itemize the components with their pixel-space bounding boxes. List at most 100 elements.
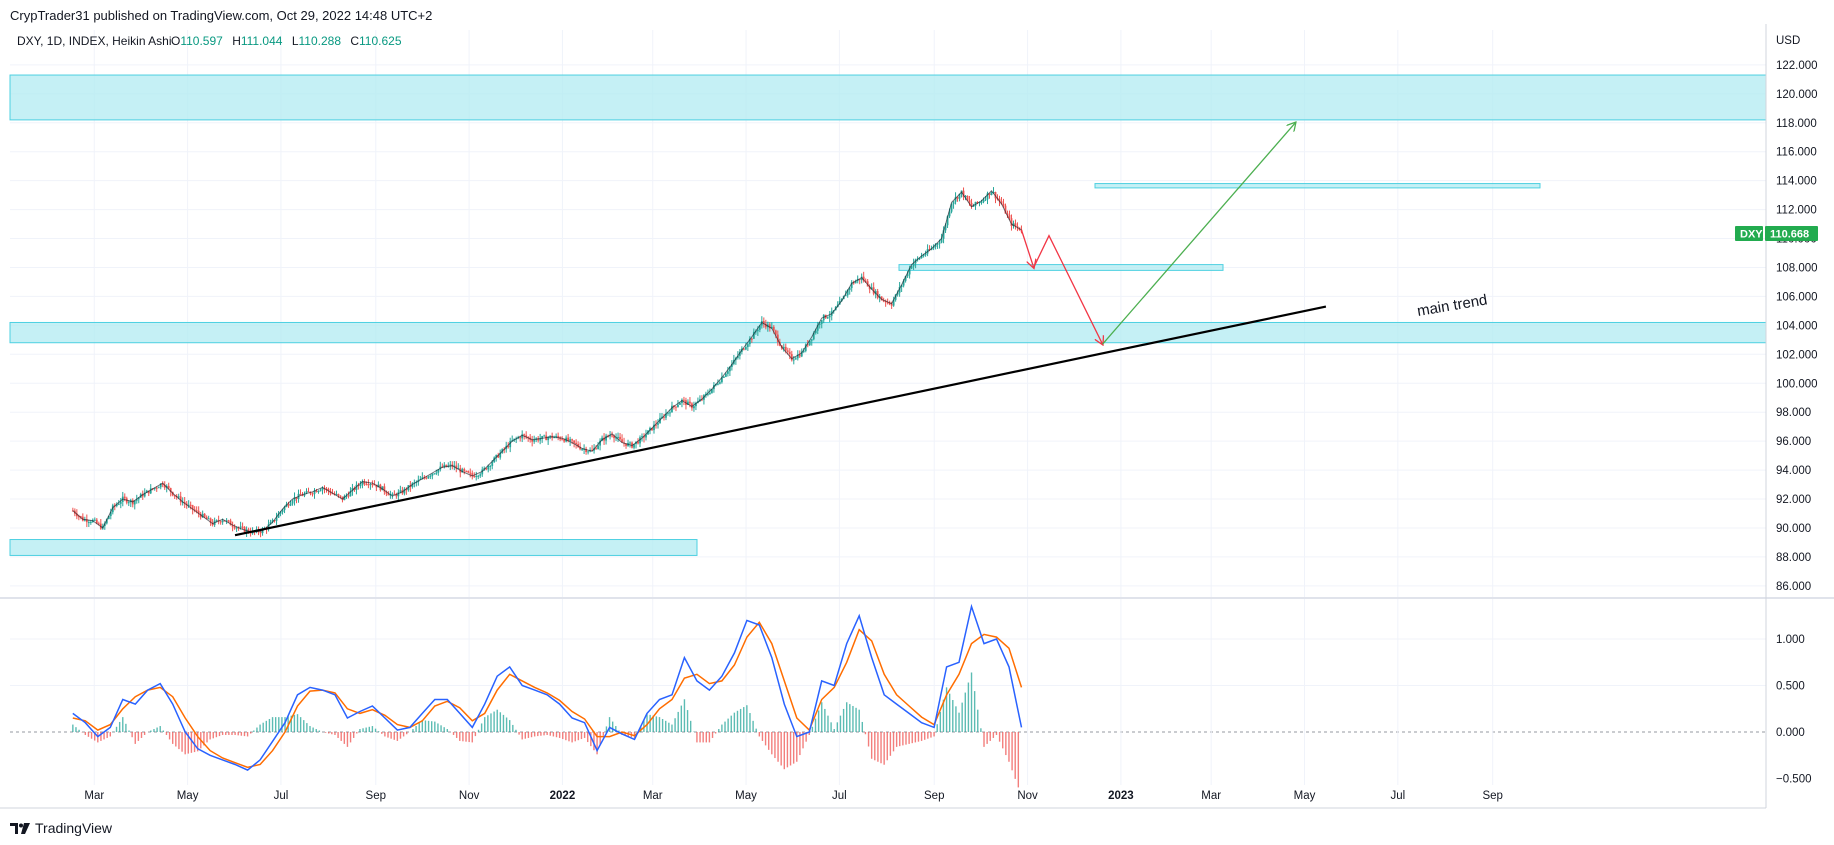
candle-body: [85, 519, 88, 523]
candle-body: [677, 404, 679, 407]
candle-body: [533, 439, 536, 442]
candle-body: [671, 405, 673, 413]
candle-body: [473, 476, 476, 478]
legend-low-value: 110.288: [299, 34, 342, 48]
support-resistance-zone: [1094, 183, 1541, 189]
candle-body: [908, 268, 911, 275]
candle-body: [539, 438, 542, 441]
candle-body: [547, 437, 550, 441]
tradingview-logo-icon: [10, 823, 30, 834]
candle-body: [105, 519, 108, 524]
candle-body: [313, 490, 316, 495]
candle-body: [970, 202, 973, 207]
candle-body: [443, 464, 446, 468]
candle-body: [525, 435, 528, 438]
candle-body: [804, 344, 807, 351]
price-tick-label: 120.000: [1776, 89, 1818, 101]
candle-body: [665, 413, 667, 418]
time-label: Sep: [924, 790, 944, 802]
candle-body: [820, 320, 823, 324]
candle-body: [233, 526, 236, 529]
price-tick-label: 94.000: [1776, 465, 1811, 477]
candle-body: [153, 487, 156, 489]
legend-ohlc: O110.597 H111.044 L110.288 C110.625: [171, 34, 402, 48]
candles[interactable]: [71, 187, 1023, 538]
time-label: Sep: [366, 790, 386, 802]
candle-body: [898, 286, 901, 293]
candle-body: [808, 340, 811, 346]
candle-body: [469, 472, 472, 474]
candle-body: [844, 295, 847, 297]
candle-body: [235, 527, 238, 529]
candle-body: [910, 266, 913, 269]
candle-body: [772, 326, 775, 331]
candle-body: [555, 436, 558, 438]
candle-body: [449, 464, 452, 466]
legend-high-value: 111.044: [241, 34, 283, 48]
candle-body: [968, 200, 971, 203]
candle-body: [293, 497, 296, 502]
macd-tick-label: −0.500: [1776, 774, 1812, 786]
candle-body: [431, 473, 434, 476]
candle-body: [770, 326, 773, 329]
candle-body: [485, 468, 488, 470]
candle-body: [89, 521, 92, 523]
legend-low-label: L: [292, 34, 299, 48]
candle-body: [467, 471, 470, 473]
time-label: Jul: [1390, 790, 1405, 802]
candle-body: [189, 504, 192, 506]
candle-body: [479, 474, 482, 476]
candle-body: [920, 255, 923, 259]
time-label: 2022: [550, 790, 576, 802]
candle-body: [1016, 226, 1019, 228]
candle-body: [275, 517, 278, 521]
candle-body: [107, 516, 110, 520]
candle-body: [922, 255, 925, 257]
candle-body: [295, 497, 298, 499]
candle-body: [115, 504, 118, 506]
candle-body: [289, 503, 292, 506]
candle-body: [756, 329, 759, 332]
published-line: CrypTrader31 published on TradingView.co…: [10, 8, 433, 23]
trend-label: main trend: [1416, 291, 1489, 319]
candle-body: [950, 204, 953, 212]
candle-body: [722, 376, 725, 378]
candle-body: [579, 446, 582, 450]
candle-body: [890, 304, 893, 306]
legend-symbol: DXY, 1D, INDEX, Heikin Ashi: [17, 34, 172, 48]
candle-body: [912, 263, 915, 267]
candle-body: [301, 495, 304, 497]
time-label: May: [735, 790, 757, 802]
trendline: [234, 305, 1327, 537]
candle-body: [229, 520, 232, 526]
candle-body: [762, 321, 765, 324]
candle-body: [95, 519, 98, 524]
candle-body: [497, 454, 500, 458]
candle-body: [321, 487, 324, 491]
candle-body: [553, 437, 556, 439]
candle-body: [814, 330, 817, 334]
candle-body: [972, 205, 975, 207]
candle-body: [471, 473, 474, 477]
candle-body: [730, 363, 733, 367]
time-label: Mar: [1201, 790, 1221, 802]
candle-body: [259, 532, 262, 534]
candle-body: [645, 434, 647, 438]
price-badge-symbol-box: [1735, 226, 1763, 241]
candle-body: [621, 439, 623, 443]
candle-body: [812, 333, 815, 340]
candle-body: [577, 443, 580, 447]
candle-body: [850, 282, 853, 289]
candle-body: [373, 484, 376, 486]
candle-body: [784, 346, 787, 351]
candle-body: [651, 427, 653, 431]
candle-body: [403, 488, 406, 494]
candle-body: [187, 504, 190, 506]
candle-body: [163, 485, 166, 488]
candle-body: [800, 351, 803, 357]
price-tick-label: 98.000: [1776, 407, 1811, 419]
candle-body: [575, 442, 578, 444]
price-tick-label: 100.000: [1776, 378, 1818, 390]
candle-body: [603, 437, 605, 441]
